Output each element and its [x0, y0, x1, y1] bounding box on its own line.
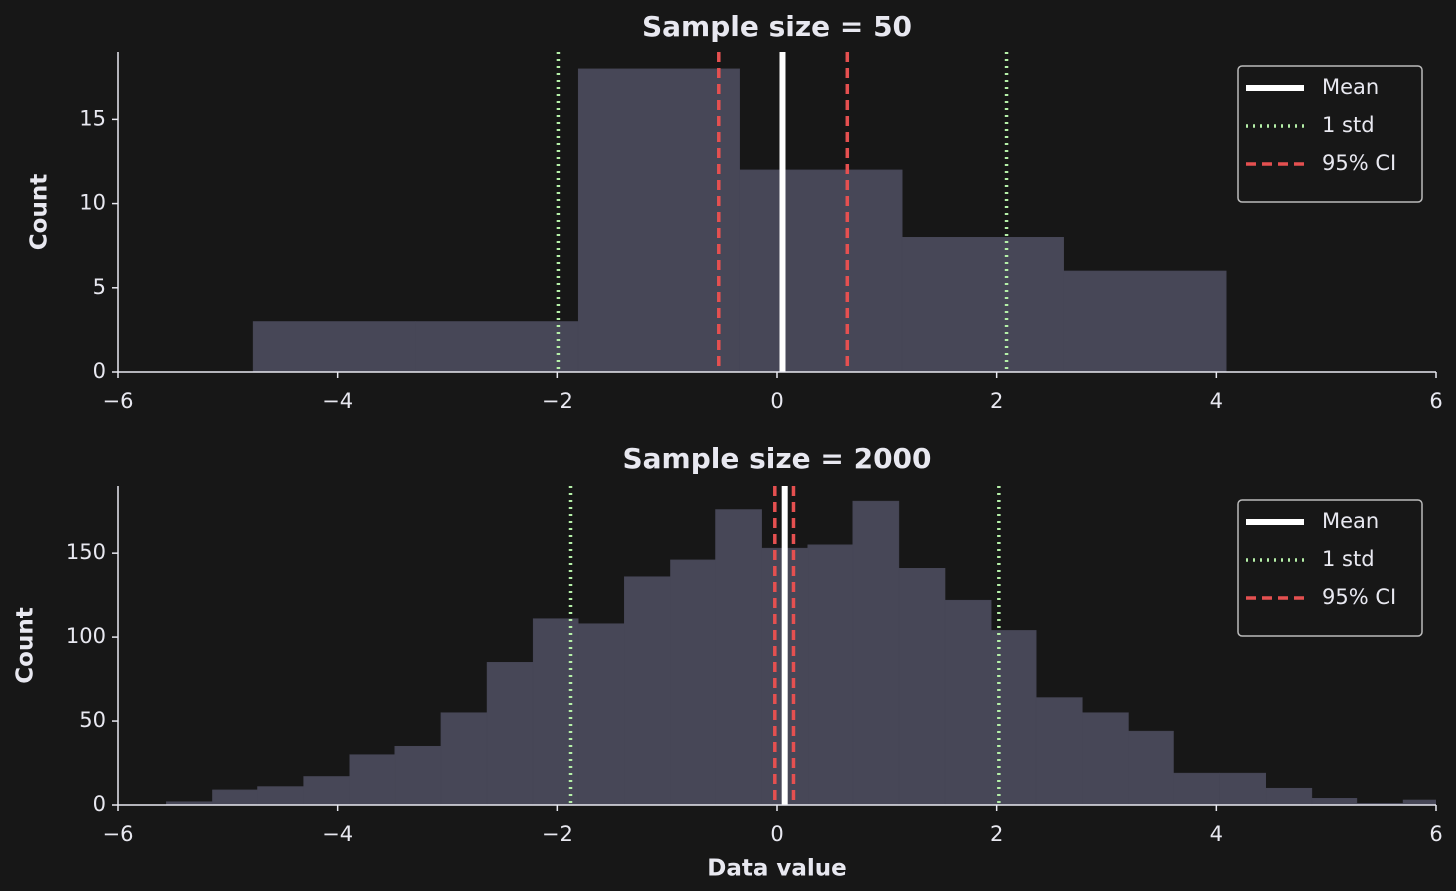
y-tick-label: 50	[79, 708, 106, 732]
x-tick-label: 0	[770, 822, 783, 846]
legend-label: 95% CI	[1322, 585, 1396, 609]
bar	[1173, 772, 1220, 805]
bar	[1082, 712, 1129, 805]
bar	[440, 712, 488, 805]
y-tick-label: 0	[93, 792, 106, 816]
bar	[807, 544, 854, 805]
x-tick-label: −4	[322, 389, 353, 413]
y-tick-label: 100	[66, 624, 106, 648]
x-tick-label: 4	[1210, 822, 1223, 846]
bar	[739, 169, 903, 372]
bar	[212, 789, 258, 805]
y-tick-label: 10	[79, 191, 106, 215]
legend-label: Mean	[1322, 75, 1379, 99]
legend-box	[1237, 65, 1423, 203]
x-tick-label: 2	[990, 389, 1003, 413]
chart-title: Sample size = 2000	[622, 442, 931, 475]
bar	[1063, 270, 1227, 372]
x-tick-label: 6	[1429, 389, 1442, 413]
bar	[624, 576, 671, 805]
bar	[1265, 787, 1313, 805]
y-axis-label: Count	[13, 607, 39, 683]
bar	[394, 745, 442, 805]
bar	[349, 754, 396, 805]
x-tick-label: −4	[322, 822, 353, 846]
bar	[577, 623, 625, 805]
bar	[252, 321, 416, 372]
bar	[898, 568, 946, 805]
bar	[944, 599, 992, 805]
y-tick-label: 150	[66, 540, 106, 564]
y-tick-label: 15	[79, 106, 106, 130]
bar	[486, 662, 534, 805]
bar	[1219, 772, 1267, 805]
legend-label: Mean	[1322, 509, 1379, 533]
bar	[303, 776, 350, 805]
bar	[670, 559, 716, 805]
x-tick-label: 6	[1429, 822, 1442, 846]
bar	[257, 786, 304, 805]
x-tick-label: 0	[770, 389, 783, 413]
x-tick-label: −6	[103, 822, 134, 846]
legend-label: 95% CI	[1322, 151, 1396, 175]
x-axis-label: Data value	[707, 856, 847, 882]
x-tick-label: −2	[542, 822, 573, 846]
y-tick-label: 5	[93, 275, 106, 299]
x-tick-label: 2	[990, 822, 1003, 846]
bar	[901, 237, 1064, 372]
plot-area	[166, 486, 1436, 805]
bar	[577, 68, 740, 372]
legend-label: 1 std	[1322, 113, 1375, 137]
y-tick-label: 0	[93, 359, 106, 383]
legend-box	[1237, 499, 1423, 637]
chart-title: Sample size = 50	[642, 10, 912, 43]
x-tick-label: −6	[103, 389, 134, 413]
bar	[715, 509, 762, 805]
bar	[1128, 730, 1174, 805]
bar	[1035, 697, 1083, 805]
plot-area	[252, 52, 1227, 372]
legend-label: 1 std	[1322, 547, 1375, 571]
y-axis-label: Count	[27, 174, 53, 250]
x-tick-label: 4	[1210, 389, 1223, 413]
bar	[1311, 798, 1358, 805]
x-tick-label: −2	[542, 389, 573, 413]
bar	[415, 321, 579, 372]
bar	[852, 500, 900, 805]
